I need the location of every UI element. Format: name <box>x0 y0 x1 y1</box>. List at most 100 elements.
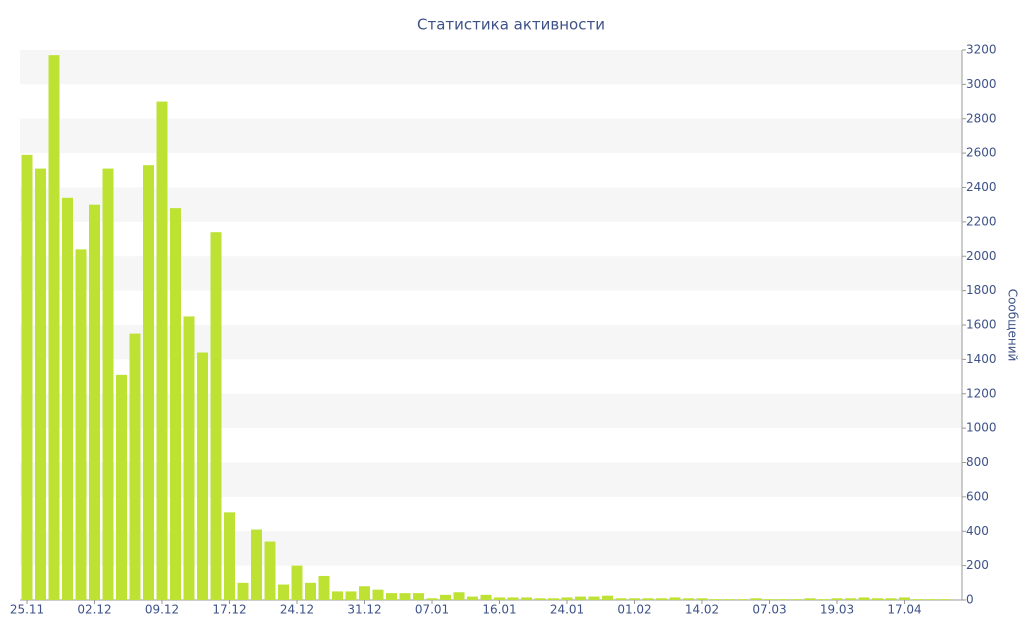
bar <box>467 596 478 600</box>
x-tick-label: 14.02 <box>685 603 719 617</box>
bar <box>696 598 708 600</box>
bar <box>480 594 492 600</box>
bar <box>548 598 559 600</box>
bar <box>251 529 262 600</box>
bar <box>507 597 519 600</box>
bar <box>615 598 627 600</box>
bar <box>912 599 924 600</box>
grid-band <box>20 50 962 85</box>
bar <box>764 599 775 600</box>
grid-band <box>20 118 962 154</box>
bar <box>791 599 802 600</box>
bar <box>413 593 424 600</box>
bar <box>494 597 505 600</box>
bar <box>305 582 316 600</box>
y-tick-label: 2800 <box>966 111 997 125</box>
bar <box>89 204 100 600</box>
bar <box>710 599 721 600</box>
bar <box>386 593 397 600</box>
bar <box>129 333 141 600</box>
y-tick-label: 3000 <box>966 77 997 91</box>
bar <box>210 232 222 600</box>
y-tick-label: 3200 <box>966 43 997 57</box>
bar <box>102 168 114 600</box>
bar <box>183 316 195 600</box>
y-tick-label: 2400 <box>966 180 997 194</box>
bar <box>224 512 235 600</box>
chart-title: Статистика активности <box>417 16 605 34</box>
bar <box>291 565 303 600</box>
bar <box>683 598 694 600</box>
x-tick-label: 01.02 <box>617 603 651 617</box>
y-tick-label: 800 <box>966 455 989 469</box>
bar <box>318 575 330 600</box>
bar <box>426 598 438 600</box>
x-tick-label: 24.01 <box>550 603 584 617</box>
bar <box>926 599 937 600</box>
y-tick-label: 200 <box>966 558 989 572</box>
y-tick-label: 1200 <box>966 386 997 400</box>
y-tick-label: 2600 <box>966 146 997 160</box>
y-tick-label: 400 <box>966 524 989 538</box>
bar <box>440 594 451 600</box>
bar <box>197 352 208 600</box>
bar <box>170 208 181 600</box>
x-tick-label: 09.12 <box>145 603 179 617</box>
bar <box>939 599 951 600</box>
bar <box>737 599 748 600</box>
bar <box>264 541 276 600</box>
bar <box>602 595 613 600</box>
y-tick-label: 0 <box>966 593 974 607</box>
bar <box>48 55 60 600</box>
bar <box>116 374 127 600</box>
bar <box>521 597 532 600</box>
x-tick-label: 17.04 <box>887 603 921 617</box>
bar <box>75 249 87 600</box>
x-tick-label: 07.03 <box>752 603 786 617</box>
y-tick-label: 1600 <box>966 318 997 332</box>
bar <box>453 592 465 600</box>
bar <box>899 597 910 600</box>
bar <box>831 598 843 600</box>
x-tick-label: 19.03 <box>820 603 854 617</box>
bar <box>345 591 357 600</box>
bar <box>561 597 573 600</box>
bar <box>359 586 370 600</box>
y-tick-label: 1400 <box>966 352 997 366</box>
x-tick-label: 16.01 <box>482 603 516 617</box>
y-tick-label: 2000 <box>966 249 997 263</box>
bar <box>669 597 681 600</box>
x-tick-label: 25.11 <box>10 603 44 617</box>
y-axis-title: Сообщений <box>1006 289 1020 362</box>
bar <box>629 598 640 600</box>
bar <box>885 598 897 600</box>
bar <box>534 598 546 600</box>
bar <box>656 598 667 600</box>
x-tick-label: 31.12 <box>347 603 381 617</box>
bar <box>750 598 762 600</box>
bar <box>372 589 384 600</box>
x-tick-label: 07.01 <box>415 603 449 617</box>
bar <box>332 591 343 600</box>
bar <box>588 596 600 600</box>
y-tick-label: 1800 <box>966 283 997 297</box>
bar <box>872 598 883 600</box>
bar <box>818 599 829 600</box>
x-tick-label: 24.12 <box>280 603 314 617</box>
bar <box>845 598 856 600</box>
bar <box>35 168 46 600</box>
bar <box>777 599 789 600</box>
bar <box>62 197 73 600</box>
bar <box>575 596 586 600</box>
bar <box>642 598 654 600</box>
y-tick-label: 600 <box>966 489 989 503</box>
bar <box>723 599 735 600</box>
y-tick-label: 2200 <box>966 214 997 228</box>
bar <box>156 101 168 600</box>
bar <box>858 597 870 600</box>
x-tick-label: 17.12 <box>212 603 246 617</box>
bar <box>237 582 249 600</box>
bar <box>399 593 411 600</box>
bar <box>804 598 816 600</box>
